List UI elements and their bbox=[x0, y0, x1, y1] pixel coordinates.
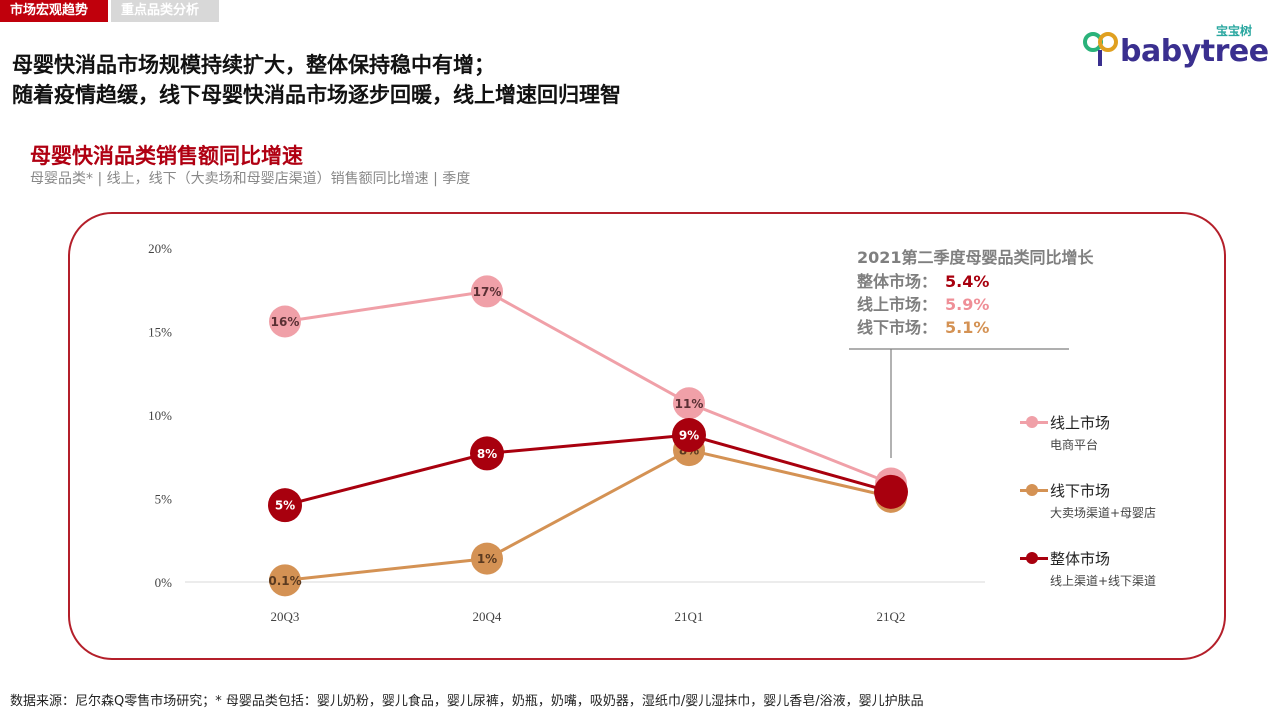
data-label: 1% bbox=[477, 552, 497, 566]
data-point bbox=[471, 542, 503, 575]
legend-name: 整体市场 bbox=[1050, 550, 1111, 568]
chart-title: 母婴快消品类销售额同比增速 bbox=[30, 144, 303, 168]
data-label: 5% bbox=[275, 499, 295, 513]
callout-box: 2021第二季度母婴品类同比增长 整体市场： 5.4% 线上市场： 5.9% 线下市… bbox=[857, 246, 1117, 339]
legend-item-offline: 线下市场 大卖场渠道+母婴店 bbox=[1020, 478, 1220, 546]
babytree-logo: 宝宝树 babytree bbox=[1080, 18, 1270, 69]
headline-line-1: 母婴快消品市场规模持续扩大，整体保持稳中有增； bbox=[12, 53, 495, 77]
data-point bbox=[673, 387, 705, 420]
series-line bbox=[284, 448, 892, 582]
y-tick-label: 5% bbox=[155, 492, 173, 507]
callout-label: 整体市场： bbox=[857, 272, 938, 291]
data-label: 0.1% bbox=[268, 574, 301, 588]
y-tick-label: 15% bbox=[148, 325, 172, 340]
callout-title: 2021第二季度母婴品类同比增长 bbox=[857, 248, 1094, 267]
legend-desc: 大卖场渠道+母婴店 bbox=[1050, 506, 1157, 520]
data-point bbox=[471, 275, 503, 308]
data-label: 11% bbox=[675, 397, 704, 411]
callout-value: 5.9% bbox=[945, 295, 990, 314]
top-tabs: 市场宏观趋势 重点品类分析 bbox=[0, 0, 219, 22]
logo-mark-icon bbox=[1083, 32, 1118, 66]
data-point bbox=[269, 564, 301, 597]
headline-line-2: 随着疫情趋缓，线下母婴快消品市场逐步回暖，线上增速回归理智 bbox=[12, 83, 621, 107]
data-point bbox=[268, 488, 302, 523]
y-tick-label: 20% bbox=[148, 241, 172, 256]
callout-value: 5.1% bbox=[945, 318, 990, 337]
series-line bbox=[284, 433, 892, 507]
x-tick-label: 20Q4 bbox=[473, 609, 502, 624]
chart-panel bbox=[68, 212, 1226, 660]
legend-item-online: 线上市场 电商平台 bbox=[1020, 410, 1220, 478]
footnote: 数据来源：尼尔森Q零售市场研究；* 母婴品类包括：婴儿奶粉，婴儿食品，婴儿尿裤，… bbox=[10, 694, 924, 709]
callout-label: 线上市场： bbox=[857, 295, 938, 314]
data-point bbox=[470, 436, 504, 471]
legend-desc: 线上渠道+线下渠道 bbox=[1050, 574, 1157, 588]
callout-row-online: 线上市场： 5.9% bbox=[857, 293, 1117, 316]
callout-label: 线下市场： bbox=[857, 318, 938, 337]
data-point bbox=[269, 305, 301, 338]
logo-cn-text: 宝宝树 bbox=[1215, 24, 1252, 38]
logo-en-text: babytree bbox=[1120, 34, 1269, 69]
legend-swatch bbox=[1020, 416, 1048, 428]
data-point bbox=[672, 418, 706, 453]
series-line bbox=[284, 289, 892, 485]
legend-name: 线上市场 bbox=[1050, 414, 1111, 432]
chart-legend: 线上市场 电商平台 线下市场 大卖场渠道+母婴店 整体市场 线上渠道+线下渠道 bbox=[1020, 410, 1220, 614]
data-label: 8% bbox=[477, 447, 497, 461]
tab-category-analysis[interactable]: 重点品类分析 bbox=[111, 0, 219, 22]
x-tick-label: 21Q1 bbox=[675, 609, 704, 624]
headline: 母婴快消品市场规模持续扩大，整体保持稳中有增； 随着疫情趋缓，线下母婴快消品市场… bbox=[12, 50, 621, 110]
y-tick-label: 0% bbox=[155, 575, 173, 590]
data-label: 16% bbox=[271, 315, 300, 329]
y-tick-label: 10% bbox=[148, 408, 172, 423]
x-tick-label: 20Q3 bbox=[271, 609, 300, 624]
data-label: 17% bbox=[473, 285, 502, 299]
callout-row-total: 整体市场： 5.4% bbox=[857, 270, 1117, 293]
legend-desc: 电商平台 bbox=[1050, 438, 1099, 452]
legend-item-total: 整体市场 线上渠道+线下渠道 bbox=[1020, 546, 1220, 614]
chart-subtitle: 母婴品类* | 线上，线下（大卖场和母婴店渠道）销售额同比增速 | 季度 bbox=[30, 171, 471, 187]
legend-name: 线下市场 bbox=[1050, 482, 1111, 500]
x-tick-label: 21Q2 bbox=[877, 609, 906, 624]
legend-swatch bbox=[1020, 484, 1048, 496]
tab-market-trend[interactable]: 市场宏观趋势 bbox=[0, 0, 108, 22]
legend-swatch bbox=[1020, 552, 1048, 564]
callout-row-offline: 线下市场： 5.1% bbox=[857, 316, 1117, 339]
callout-value: 5.4% bbox=[945, 272, 990, 291]
data-label: 9% bbox=[679, 429, 699, 443]
data-point bbox=[874, 474, 908, 509]
